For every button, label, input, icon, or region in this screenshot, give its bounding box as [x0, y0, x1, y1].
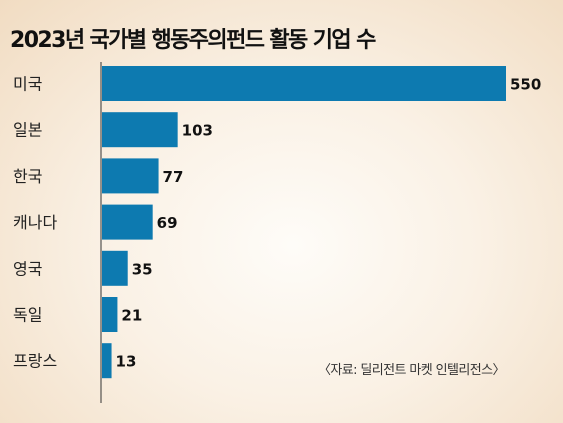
value-labels-group: 550 103 77 69 35 21 13 — [116, 76, 542, 371]
bar — [102, 66, 506, 101]
category-label: 한국 — [13, 167, 42, 186]
category-label: 캐나다 — [13, 213, 57, 232]
value-label: 21 — [121, 307, 142, 325]
value-label: 77 — [163, 168, 184, 186]
bar — [102, 112, 178, 148]
category-label: 영국 — [13, 259, 42, 278]
value-label: 69 — [157, 214, 178, 232]
bar — [102, 204, 153, 240]
category-label: 프랑스 — [13, 352, 57, 371]
value-label: 35 — [132, 260, 153, 278]
bar — [102, 158, 159, 194]
bars-group — [102, 66, 506, 379]
value-label: 550 — [510, 76, 541, 94]
source-note: 〈자료: 딜리전트 마켓 인텔리전스〉 — [318, 363, 505, 378]
category-label: 독일 — [13, 306, 42, 325]
chart-title: 2023년 국가별 행동주의펀드 활동 기업 수 — [10, 28, 376, 53]
category-label: 미국 — [13, 75, 42, 94]
bar — [102, 343, 112, 379]
bar — [102, 250, 128, 286]
bar — [102, 297, 118, 332]
value-label: 13 — [116, 353, 137, 371]
category-label: 일본 — [13, 121, 42, 140]
value-label: 103 — [182, 122, 213, 140]
